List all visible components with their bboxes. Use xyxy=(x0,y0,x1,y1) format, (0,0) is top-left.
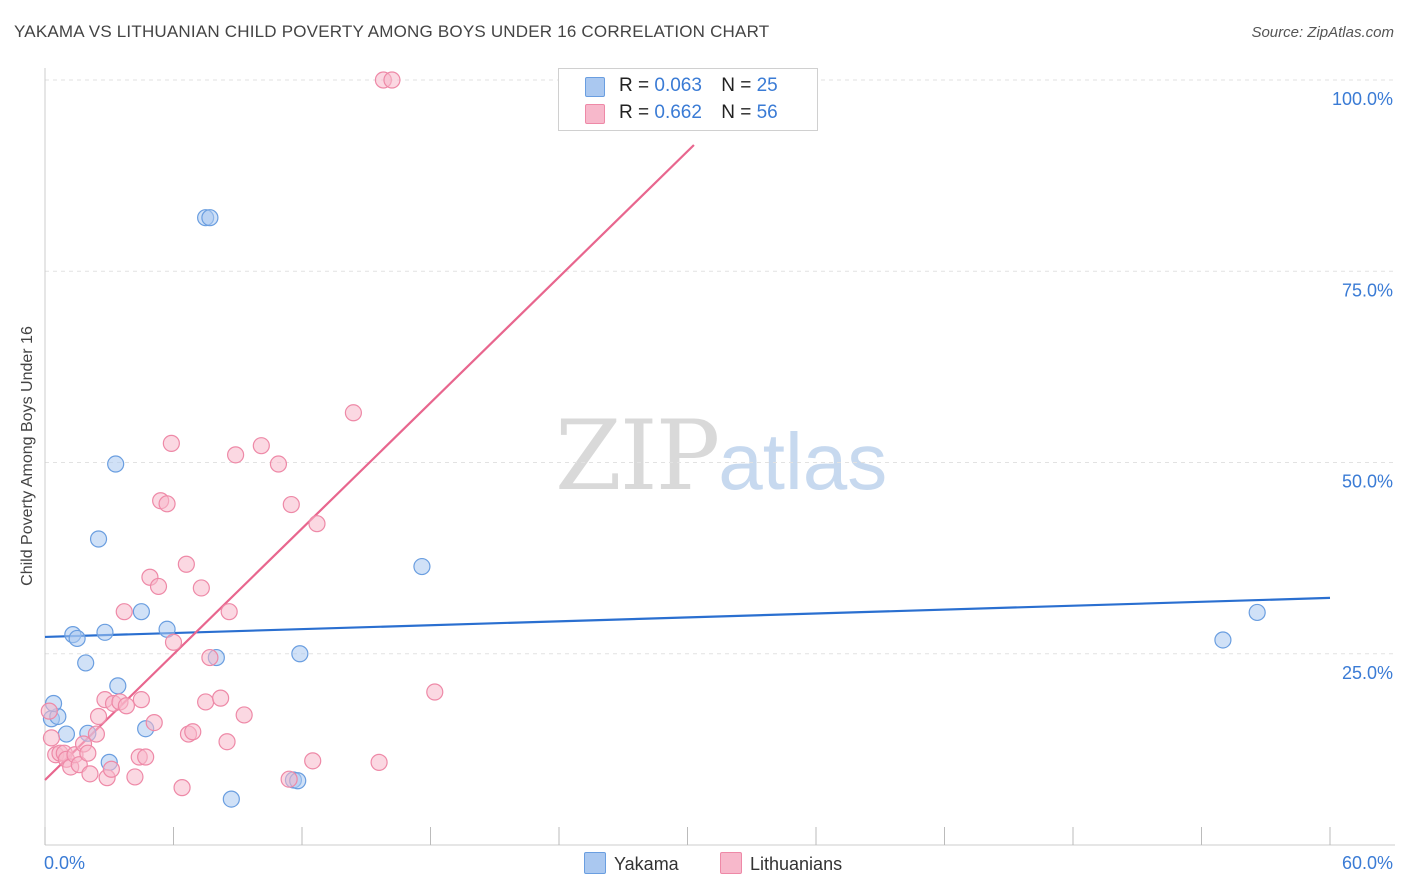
lithuanians-point xyxy=(218,733,236,751)
lithuanians-point xyxy=(81,765,99,783)
bottom-legend-yakama: Yakama xyxy=(584,852,679,875)
lithuanians-point xyxy=(201,648,219,667)
lithuanians-point xyxy=(145,713,163,732)
lithuanians-point xyxy=(344,404,362,422)
legend-r-value: 0.063 xyxy=(654,75,702,96)
yakama-point xyxy=(77,654,95,672)
yakama-point xyxy=(201,209,219,227)
trend-lines xyxy=(44,144,1331,781)
lithuanians-point xyxy=(370,753,388,771)
lithuanians-point xyxy=(115,603,133,621)
yakama-swatch xyxy=(585,77,605,97)
lithuanians-point xyxy=(235,706,253,724)
legend-r-value: 0.662 xyxy=(654,102,702,123)
lithuanians-point xyxy=(184,723,202,741)
lithuanians-point xyxy=(192,579,210,597)
lithuanians-point xyxy=(117,697,135,715)
tick-labels: 25.0% 50.0% 75.0% 100.0% 0.0% 60.0% xyxy=(44,89,1393,873)
x-tick-label: 0.0% xyxy=(44,853,85,873)
watermark-atlas: atlas xyxy=(718,417,888,506)
legend-row-yakama: R = 0.063 N = 25 xyxy=(585,75,778,97)
lithuanians-point xyxy=(89,707,108,726)
lithuanians-point xyxy=(304,752,322,770)
lithuanians-point xyxy=(383,71,401,89)
legend-n-label: N = xyxy=(721,75,757,96)
y-tick-label: 75.0% xyxy=(1342,280,1393,300)
yakama-point xyxy=(68,629,86,648)
lithuanians-point xyxy=(177,555,195,573)
lithuanians-point xyxy=(212,689,230,707)
yakama-point xyxy=(222,790,240,808)
lithuanians-legend-swatch xyxy=(720,852,742,874)
y-tick-label: 50.0% xyxy=(1342,472,1393,492)
legend-n-value: 25 xyxy=(756,75,778,96)
lithuanians-point xyxy=(282,495,300,514)
legend-n-label: N = xyxy=(721,102,757,123)
legend-row-lithuanians: R = 0.662 N = 56 xyxy=(585,102,778,124)
yakama-legend-label: Yakama xyxy=(614,854,679,874)
legend-r-label: R = xyxy=(619,102,655,123)
lithuanians-point xyxy=(40,702,58,720)
legend-r-label: R = xyxy=(619,75,655,96)
chart-title: YAKAMA VS LITHUANIAN CHILD POVERTY AMONG… xyxy=(14,22,770,41)
bottom-legend-lithuanians: Lithuanians xyxy=(720,852,842,875)
y-tick-label: 100.0% xyxy=(1332,89,1393,109)
yakama-point xyxy=(57,725,76,743)
y-tick-label: 25.0% xyxy=(1342,663,1393,683)
lithuanians-point xyxy=(197,693,215,711)
lithuanians-point xyxy=(149,577,168,596)
lithuanians-point xyxy=(102,760,120,778)
yakama-point xyxy=(109,677,127,695)
lithuanians-point xyxy=(173,779,191,797)
yakama-point xyxy=(413,557,431,576)
lithuanians-trend-line xyxy=(44,144,695,781)
yakama-point xyxy=(1248,603,1266,622)
lithuanians-legend-label: Lithuanians xyxy=(750,854,843,874)
data-points xyxy=(40,71,1266,808)
lithuanians-point xyxy=(164,633,183,651)
lithuanians-point xyxy=(252,437,270,455)
lithuanians-point xyxy=(42,729,61,747)
axes xyxy=(44,68,1395,846)
source-credit: Source: ZipAtlas.com xyxy=(1251,24,1394,41)
lithuanians-point xyxy=(162,434,180,452)
yakama-point xyxy=(1214,631,1232,649)
lithuanians-point xyxy=(220,603,238,621)
gridlines xyxy=(45,79,1395,655)
lithuanians-point xyxy=(87,725,106,743)
yakama-point xyxy=(132,603,150,621)
lithuanians-point xyxy=(227,446,245,464)
watermark: ZIPatlas xyxy=(555,400,887,512)
lithuanians-point xyxy=(426,683,444,701)
correlation-legend: R = 0.063 N = 25 R = 0.662 N = 56 xyxy=(558,68,818,131)
lithuanians-point xyxy=(269,455,288,473)
yakama-point xyxy=(107,455,125,473)
yakama-point xyxy=(291,645,309,663)
lithuanians-swatch xyxy=(585,104,605,124)
lithuanians-point xyxy=(126,768,144,786)
yakama-trend-line xyxy=(44,596,1331,639)
legend-n-value: 56 xyxy=(756,102,778,123)
lithuanians-point xyxy=(137,748,155,766)
lithuanians-point xyxy=(158,495,176,513)
yakama-point xyxy=(89,530,108,548)
lithuanians-point xyxy=(132,691,150,709)
watermark-zip: ZIP xyxy=(555,400,720,512)
lithuanians-point xyxy=(79,744,97,762)
x-tick-label: 60.0% xyxy=(1342,853,1393,873)
yakama-legend-swatch xyxy=(584,852,606,874)
lithuanians-point xyxy=(308,515,326,533)
lithuanians-point xyxy=(280,770,298,788)
yakama-point xyxy=(96,623,114,641)
